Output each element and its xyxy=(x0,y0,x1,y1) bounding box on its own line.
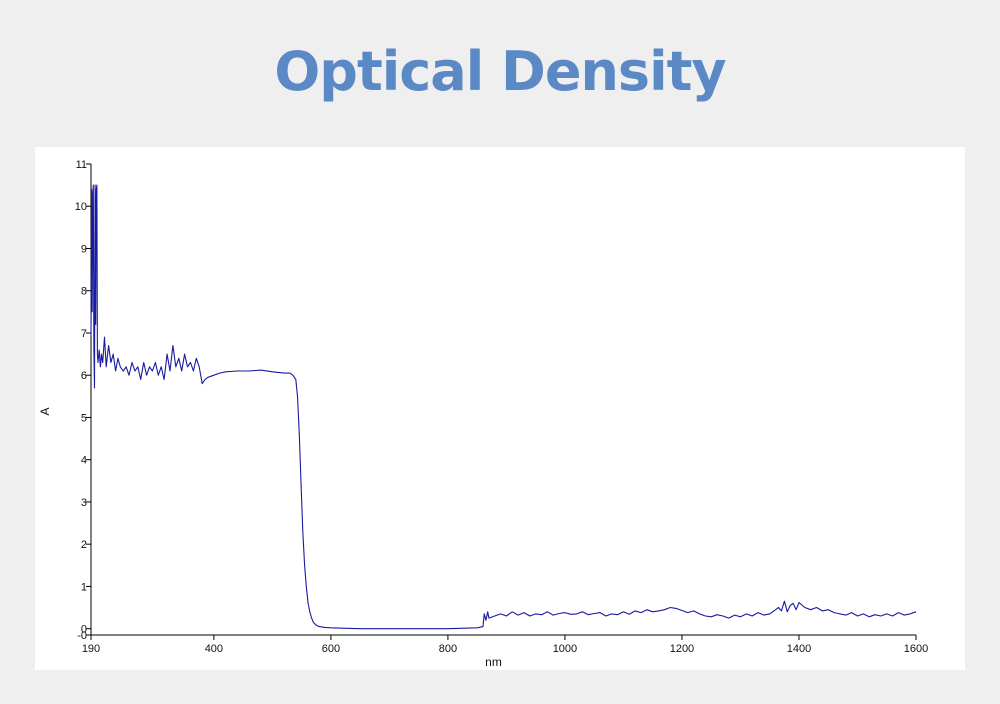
y-tick-label: 7 xyxy=(81,328,87,340)
x-tick-label: 1600 xyxy=(904,643,928,655)
y-tick-label: 9 xyxy=(81,243,87,255)
y-tick-label: 0 xyxy=(81,624,87,636)
x-axis-label: nm xyxy=(485,655,502,669)
absorbance-chart: -00 1 2 3 4 5 6 7 8 9 10 11 190 400 600 800 1000 1200 140… xyxy=(38,159,928,669)
y-axis-ticks: -00 1 2 3 4 5 6 7 8 9 10 11 xyxy=(75,159,91,642)
x-tick-label: 1400 xyxy=(787,643,811,655)
y-tick-label: 11 xyxy=(76,159,87,171)
y-tick-label: 5 xyxy=(81,412,87,424)
chart-panel: -0 0 1 2 3 4 5 6 7 8 9 10 11 190 400 600 800 1000 1200 140… xyxy=(35,147,965,670)
y-tick-label: 1 xyxy=(81,581,87,593)
chart-axes xyxy=(90,164,916,636)
y-tick-label: 10 xyxy=(75,201,87,213)
x-tick-label: 400 xyxy=(205,643,223,655)
series-line-0 xyxy=(90,184,917,630)
y-tick-label: 4 xyxy=(81,455,87,467)
x-tick-label: 1000 xyxy=(553,643,577,655)
y-tick-label: 3 xyxy=(81,497,87,509)
x-tick-label: 600 xyxy=(322,643,340,655)
y-tick-label: 6 xyxy=(81,370,87,382)
x-tick-label: 190 xyxy=(82,643,100,655)
x-axis-ticks: 190 400 600 800 1000 1200 1400 1600 xyxy=(82,635,928,655)
y-tick-label: 2 xyxy=(81,539,87,551)
x-tick-label: 800 xyxy=(439,643,457,655)
y-axis-label: A xyxy=(38,407,52,415)
page-title: Optical Density xyxy=(274,40,726,103)
series-layer xyxy=(90,184,917,630)
x-tick-label: 1200 xyxy=(670,643,694,655)
y-tick-label: -0 xyxy=(77,630,87,642)
y-tick-label: 8 xyxy=(81,286,87,298)
